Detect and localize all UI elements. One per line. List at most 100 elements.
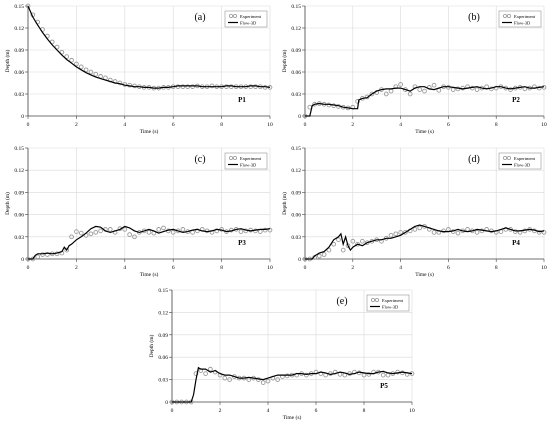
experiment-point xyxy=(536,230,542,235)
experiment-point xyxy=(122,227,128,232)
experiment-point xyxy=(267,227,273,233)
y-tick-label: 0.03 xyxy=(158,378,168,384)
flow3d-line xyxy=(172,366,413,403)
flow3d-line xyxy=(27,5,271,89)
y-tick-label: 0 xyxy=(165,400,168,406)
y-tick-label: 0.03 xyxy=(291,235,301,241)
experiment-point xyxy=(383,91,389,97)
x-tick-label: 2 xyxy=(219,408,222,414)
x-axis-title: Time (s) xyxy=(415,128,434,135)
y-axis-title: Depth (m) xyxy=(4,192,11,215)
chart-panel: 0 0.03 0.06 0.09 0.12 0.15 0 2 4 6 8 10 Time (s) Dept… xyxy=(4,146,273,278)
panel-letter: (e) xyxy=(336,296,347,307)
y-tick-label: 0.03 xyxy=(14,92,24,98)
legend-flow3d-label: Flow-3D xyxy=(514,162,531,167)
experiment-point xyxy=(35,254,41,260)
x-tick-label: 10 xyxy=(267,265,273,271)
experiment-point xyxy=(431,82,437,88)
legend-experiment-label: Experiment xyxy=(514,156,536,161)
x-tick-label: 6 xyxy=(172,265,175,271)
flow3d-line xyxy=(305,224,545,260)
y-tick-label: 0.09 xyxy=(14,48,24,54)
x-tick-label: 0 xyxy=(304,265,307,271)
x-tick-label: 4 xyxy=(267,408,270,414)
probe-label: P2 xyxy=(512,96,520,104)
y-axis-title: Depth (m) xyxy=(148,334,155,357)
experiment-point xyxy=(107,227,113,232)
experiment-point xyxy=(209,83,215,89)
experiment-point xyxy=(193,371,199,376)
x-tick-label: 0 xyxy=(27,122,30,128)
experiment-point xyxy=(83,67,89,73)
experiment-point xyxy=(541,230,547,235)
experiment-point xyxy=(25,3,31,9)
experiment-point xyxy=(93,230,99,235)
experiment-point xyxy=(484,84,489,90)
experiment-point xyxy=(78,64,84,70)
experiment-point xyxy=(366,372,372,377)
x-tick-label: 10 xyxy=(409,408,415,414)
y-axis-title: Depth (m) xyxy=(281,192,288,215)
experiment-point xyxy=(431,230,437,235)
legend-flow3d-label: Flow-3D xyxy=(240,20,257,25)
experiment-point xyxy=(59,49,65,55)
experiment-point xyxy=(227,377,232,382)
x-tick-label: 6 xyxy=(172,122,175,128)
experiment-point xyxy=(74,61,79,67)
legend-flow3d-label: Flow-3D xyxy=(514,20,531,25)
experiment-point xyxy=(398,82,403,87)
experiment-point xyxy=(222,375,228,381)
experiment-point xyxy=(170,230,176,235)
y-tick-label: 0.15 xyxy=(291,4,301,10)
experiment-point xyxy=(180,84,186,90)
experiment-point xyxy=(238,229,244,234)
y-tick-label: 0.15 xyxy=(158,288,168,294)
experiment-point xyxy=(380,372,386,378)
flow3d-line xyxy=(305,86,545,117)
y-tick-label: 0 xyxy=(21,114,24,120)
x-tick-label: 4 xyxy=(399,265,402,271)
panel-letter: (c) xyxy=(194,154,205,165)
legend-experiment-label: Experiment xyxy=(382,298,404,303)
experiment-point xyxy=(146,230,152,235)
experiment-point xyxy=(512,229,518,234)
legend-experiment-label: Experiment xyxy=(240,14,262,19)
experiment-point xyxy=(208,366,213,372)
experiment-point xyxy=(304,372,309,378)
chart-panel: 0 0.03 0.06 0.09 0.12 0.15 0 2 4 6 8 10 Time (s) Dept… xyxy=(281,146,547,278)
y-tick-label: 0.15 xyxy=(14,4,24,10)
x-tick-label: 8 xyxy=(220,265,223,271)
legend-experiment-label: Experiment xyxy=(514,14,536,19)
experiment-point xyxy=(398,230,403,235)
x-axis-title: Time (s) xyxy=(415,271,434,278)
experiment-point xyxy=(388,232,394,238)
legend-experiment-marker xyxy=(228,155,233,160)
experiment-point xyxy=(403,230,408,235)
experiment-point xyxy=(93,71,99,77)
probe-label: P5 xyxy=(380,382,388,390)
y-tick-label: 0 xyxy=(298,257,301,263)
panel-letter: (a) xyxy=(194,12,205,23)
experiment-point xyxy=(321,252,327,257)
experiment-point xyxy=(417,87,423,92)
experiment-point xyxy=(388,88,394,94)
experiment-point xyxy=(284,373,290,379)
experiment-point xyxy=(385,372,391,378)
experiment-point xyxy=(336,237,341,243)
x-tick-label: 4 xyxy=(123,265,126,271)
experiment-point xyxy=(262,227,268,233)
experiment-point xyxy=(69,234,74,240)
y-tick-label: 0.15 xyxy=(291,146,301,152)
x-tick-label: 6 xyxy=(447,122,450,128)
y-tick-label: 0.06 xyxy=(291,70,301,76)
legend-experiment-label: Experiment xyxy=(240,156,262,161)
x-tick-label: 2 xyxy=(75,265,78,271)
y-tick-label: 0 xyxy=(21,257,24,263)
experiment-point xyxy=(422,88,427,94)
probe-label: P3 xyxy=(238,239,246,247)
y-tick-label: 0.06 xyxy=(14,70,24,76)
experiment-point xyxy=(64,247,70,253)
probe-label: P4 xyxy=(512,239,520,247)
experiment-point xyxy=(275,377,280,382)
